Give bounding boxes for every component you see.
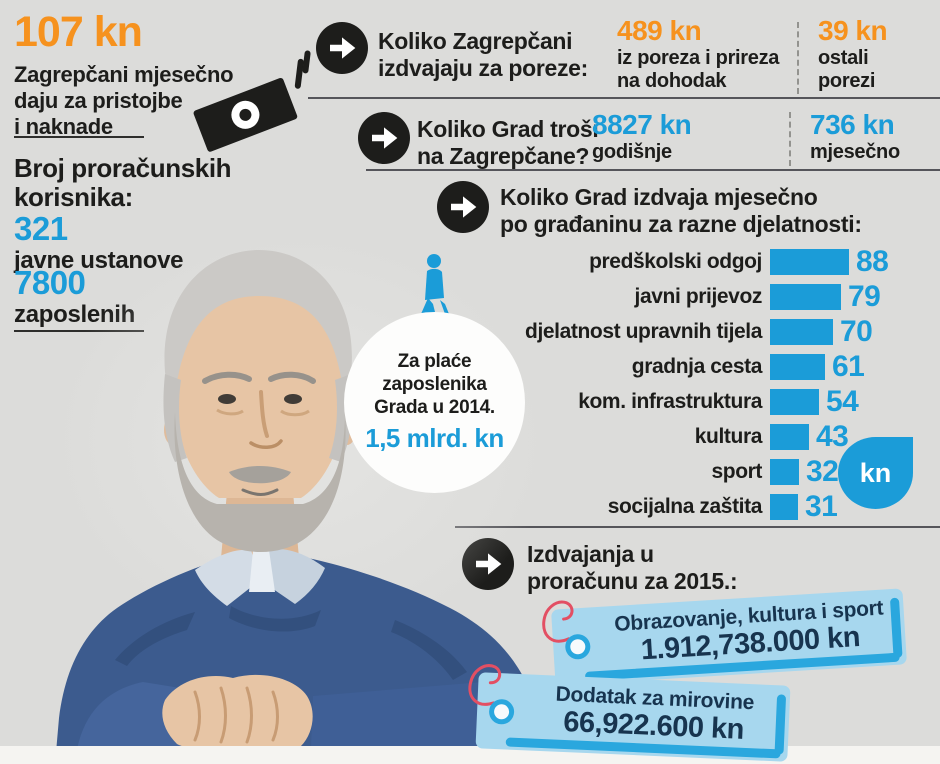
dashed-divider-1 bbox=[797, 22, 799, 94]
dashed-divider-2 bbox=[789, 112, 791, 166]
currency-badge: kn bbox=[838, 437, 913, 509]
other-tax-value: 39 kn bbox=[818, 15, 888, 46]
arrow-right-icon bbox=[316, 22, 368, 74]
arrow-right-icon bbox=[358, 112, 410, 164]
divider-right-1 bbox=[308, 97, 940, 99]
spending-heading: Koliko Grad troši na Zagrepčane? bbox=[417, 116, 599, 169]
yearly-spending-label: godišnje bbox=[592, 141, 672, 164]
chart-value: 31 bbox=[805, 489, 838, 523]
other-tax-label: ostali porezi bbox=[818, 47, 876, 92]
divider-right-3 bbox=[455, 526, 940, 528]
salaries-text: Za plaće zaposlenika Grada u 2014. bbox=[374, 351, 495, 419]
chart-bar bbox=[770, 353, 825, 380]
chart-value: 43 bbox=[816, 419, 849, 453]
chart-bar bbox=[770, 493, 798, 520]
chart-category-label: gradnja cesta bbox=[631, 354, 763, 378]
chart-row: socijalna zaštita 31 bbox=[500, 489, 940, 524]
table-surface bbox=[0, 746, 940, 764]
income-tax-value: 489 kn bbox=[617, 15, 702, 46]
man-hair bbox=[164, 250, 352, 387]
tag-hole bbox=[564, 633, 592, 660]
chart-row: sport 32 bbox=[500, 454, 940, 489]
budget-tag-education: Obrazovanje, kultura i sport 1.912,738.0… bbox=[542, 588, 907, 686]
yearly-spending-value: 8827 kn bbox=[592, 109, 692, 140]
budget-users-heading: Broj proračunskih korisnika: bbox=[14, 153, 232, 213]
arrow-right-icon bbox=[437, 181, 489, 233]
chart-value: 79 bbox=[848, 279, 881, 313]
other-tax-group: 39 kn ostali porezi bbox=[818, 15, 888, 92]
taxes-heading: Koliko Zagrepčani izdvajaju za poreze: bbox=[378, 28, 589, 81]
income-tax-group: 489 kn iz poreza i prireza na dohodak bbox=[617, 16, 779, 92]
chart-category-label: predškolski odgoj bbox=[589, 249, 762, 273]
chart-category-label: sport bbox=[711, 459, 762, 483]
monthly-spending-label: mjesečno bbox=[810, 141, 900, 164]
tag-string bbox=[542, 600, 574, 643]
divider-left-1 bbox=[14, 136, 144, 138]
chart-bar bbox=[770, 318, 833, 345]
fees-amount: 107 kn bbox=[14, 8, 143, 56]
tag-string bbox=[468, 664, 502, 706]
chart-bar bbox=[770, 458, 799, 485]
chart-row: javni prijevoz 79 bbox=[500, 279, 940, 314]
man-beard bbox=[174, 412, 346, 552]
chart-bar bbox=[770, 283, 841, 310]
chart-row: predškolski odgoj 88 bbox=[500, 244, 940, 279]
chart-row: gradnja cesta 61 bbox=[500, 349, 940, 384]
chart-category-label: kultura bbox=[694, 424, 763, 448]
budget-tag-pensions: Dodatak za mirovine 66,922.600 kn bbox=[468, 664, 791, 762]
divider-right-2 bbox=[366, 169, 940, 171]
chart-category-label: javni prijevoz bbox=[634, 284, 763, 308]
tag-hole bbox=[488, 698, 515, 725]
chart-bar bbox=[770, 248, 849, 275]
chart-value: 70 bbox=[840, 314, 873, 348]
man-face bbox=[173, 282, 347, 498]
man-hands bbox=[162, 674, 313, 752]
chart-value: 54 bbox=[826, 384, 859, 418]
man-collar bbox=[195, 549, 260, 606]
chart-bar bbox=[770, 423, 809, 450]
chart-value: 61 bbox=[832, 349, 865, 383]
yearly-spending-group: 8827 kn godišnje bbox=[592, 109, 692, 164]
chart-row: kom. infrastruktura 54 bbox=[500, 384, 940, 419]
monthly-spending-group: 736 kn mjesečno bbox=[810, 110, 900, 164]
salaries-callout: Za plaće zaposlenika Grada u 2014. 1,5 m… bbox=[344, 312, 525, 493]
chart-category-label: kom. infrastruktura bbox=[578, 389, 762, 413]
chart-value: 32 bbox=[806, 454, 839, 488]
salaries-value: 1,5 mlrd. kn bbox=[365, 422, 504, 453]
monthly-spending-value: 736 kn bbox=[810, 109, 895, 140]
chart-row: kultura 43 bbox=[500, 419, 940, 454]
chart-bar bbox=[770, 388, 819, 415]
chart-value: 88 bbox=[856, 244, 889, 278]
fees-description: Zagrepčani mjesečno daju za pristojbe i … bbox=[14, 62, 234, 139]
activities-heading: Koliko Grad izdvaja mjesečno po građanin… bbox=[500, 184, 862, 237]
chart-category-label: socijalna zaštita bbox=[607, 494, 763, 518]
income-tax-label: iz poreza i prireza na dohodak bbox=[617, 47, 780, 92]
